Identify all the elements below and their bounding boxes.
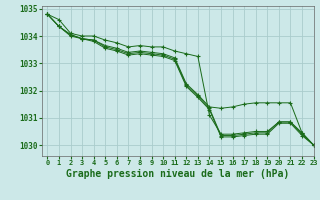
X-axis label: Graphe pression niveau de la mer (hPa): Graphe pression niveau de la mer (hPa) <box>66 169 289 179</box>
